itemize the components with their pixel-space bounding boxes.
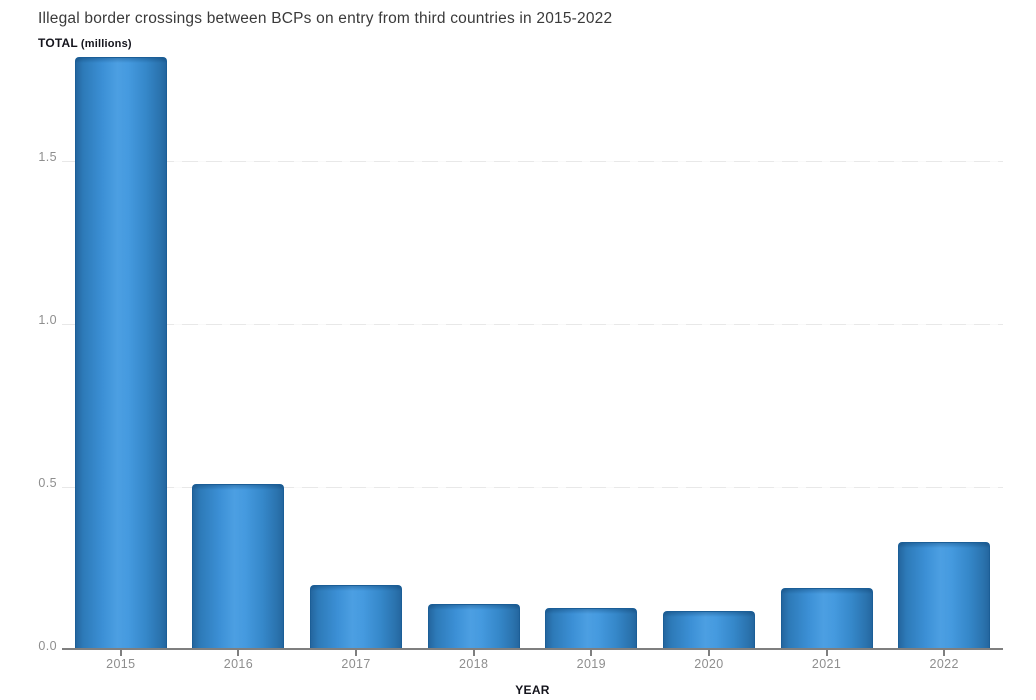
x-tick-label-2022: 2022 (929, 657, 959, 671)
x-tick-2016 (237, 650, 240, 656)
x-tick-label-2020: 2020 (694, 657, 724, 671)
x-tick-label-2018: 2018 (458, 657, 489, 671)
x-tick-2018 (472, 650, 475, 656)
x-axis-title: YEAR (515, 683, 550, 697)
x-tick-label-2019: 2019 (576, 657, 607, 671)
y-tick-label-0.0: 0.0 (38, 639, 57, 653)
bar-2018 (427, 604, 520, 650)
bar-2020 (662, 611, 755, 650)
x-tick-2019 (590, 650, 593, 656)
y-axis-title-unit: (millions) (80, 38, 132, 50)
y-tick-label-0.5: 0.5 (38, 475, 57, 490)
gridline-1.5 (62, 160, 1003, 162)
bar-2016 (192, 484, 285, 650)
y-tick-label-1.0: 1.0 (38, 312, 57, 327)
chart-title: Illegal border crossings between BCPs on… (38, 10, 613, 27)
bar-2015 (74, 57, 167, 650)
x-tick-label-2015: 2015 (106, 657, 136, 671)
x-tick-2015 (119, 650, 122, 656)
x-axis-line (62, 648, 1003, 650)
y-axis-title: TOTAL (millions) (38, 36, 132, 50)
x-tick-2020 (707, 650, 710, 656)
x-tick-label-2016: 2016 (223, 657, 254, 671)
bar-2017 (310, 585, 403, 650)
bar-2021 (780, 588, 873, 650)
gridline-1.0 (62, 323, 1003, 325)
x-tick-label-2021: 2021 (811, 657, 842, 671)
x-tick-2022 (943, 650, 946, 656)
y-axis-title-main: TOTAL (38, 36, 78, 50)
bar-2022 (898, 542, 991, 650)
gridline-0.5 (62, 486, 1003, 488)
x-tick-label-2017: 2017 (341, 657, 371, 671)
plot-area (62, 50, 1003, 650)
y-tick-label-1.5: 1.5 (38, 149, 57, 164)
bar-2019 (545, 608, 638, 650)
x-tick-2017 (355, 650, 358, 656)
x-tick-2021 (825, 650, 828, 656)
